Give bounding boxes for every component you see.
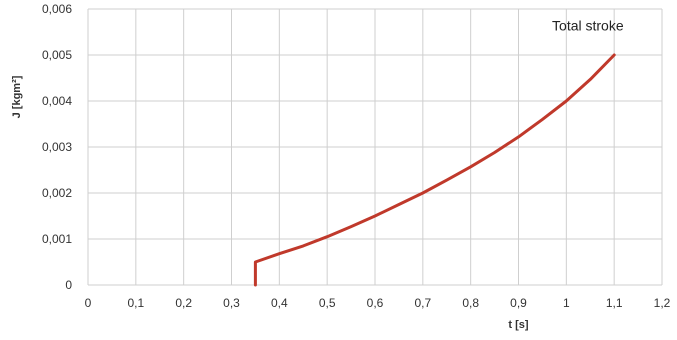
x-tick-label: 0,1 [127, 296, 144, 310]
x-tick-label: 0,5 [319, 296, 336, 310]
y-tick-label: 0,002 [42, 186, 72, 200]
x-axis-label: t [s] [508, 319, 529, 331]
x-tick-label: 0,2 [175, 296, 192, 310]
x-tick-label: 0,9 [510, 296, 527, 310]
x-tick-label: 1,1 [606, 296, 623, 310]
y-axis-ticks: 0 0,001 0,002 0,003 0,004 0,005 0,006 [42, 2, 72, 292]
series-layer [253, 53, 616, 287]
x-tick-label: 0,6 [367, 296, 384, 310]
y-tick-label: 0,006 [42, 2, 72, 16]
y-tick-label: 0,004 [42, 94, 72, 108]
x-tick-label: 1,2 [654, 296, 671, 310]
y-tick-label: 0 [65, 278, 72, 292]
x-tick-label: 0,8 [462, 296, 479, 310]
annotation-total-stroke: Total stroke [552, 17, 624, 33]
x-tick-label: 1 [563, 296, 570, 310]
series-line [253, 53, 616, 287]
y-tick-label: 0,001 [42, 232, 72, 246]
grid [87, 8, 663, 286]
y-tick-label: 0,003 [42, 140, 72, 154]
x-tick-label: 0 [85, 296, 92, 310]
x-tick-label: 0,7 [414, 296, 431, 310]
y-axis-label: J [kgm²] [11, 75, 23, 118]
x-axis-ticks: 0 0,1 0,2 0,3 0,4 0,5 0,6 0,7 0,8 0,9 1 1,1 1,2 [85, 296, 671, 310]
x-tick-label: 0,4 [271, 296, 288, 310]
x-tick-label: 0,3 [223, 296, 240, 310]
y-tick-label: 0,005 [42, 48, 72, 62]
